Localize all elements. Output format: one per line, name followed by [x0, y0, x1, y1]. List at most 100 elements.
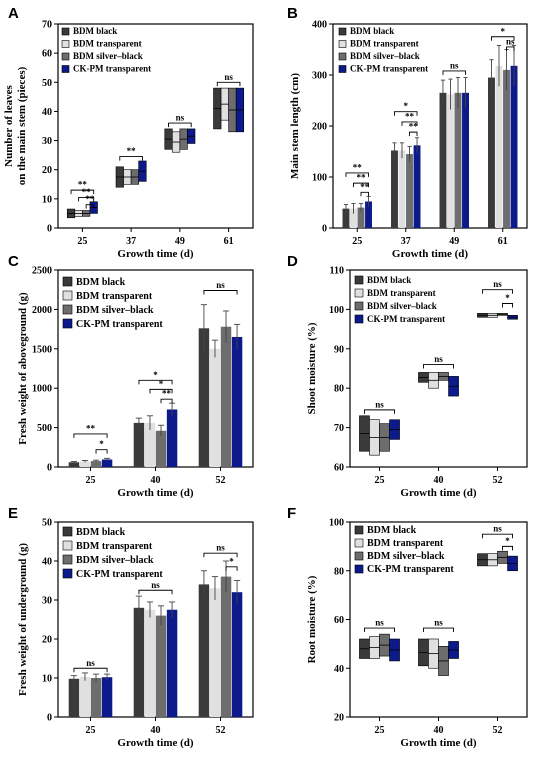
significance-label: ns — [375, 399, 384, 409]
y-axis-title: Number of leaves — [3, 84, 15, 166]
y-tick-label: 80 — [334, 566, 344, 577]
bar — [220, 576, 232, 717]
panel-label: D — [287, 253, 298, 270]
y-tick-label: 100 — [329, 518, 344, 529]
bar — [133, 422, 145, 467]
panel-label: A — [8, 5, 19, 22]
y-tick-label: 90 — [334, 344, 344, 355]
significance-bracket — [203, 290, 238, 295]
legend-label: CK-PM transparent — [73, 64, 151, 74]
legend: BDM black BDM transparent BDM silver–black… — [62, 276, 163, 330]
bar — [101, 677, 113, 717]
y-axis-title: Shoot moisture (%) — [306, 322, 318, 414]
significance-bracket — [216, 81, 241, 87]
significance-label: * — [501, 26, 506, 36]
bar — [488, 77, 495, 228]
x-tick-label: 25 — [352, 236, 362, 247]
significance-label: ns — [434, 354, 443, 364]
y-tick-label: 2000 — [32, 305, 52, 316]
y-tick-label: 0 — [47, 224, 52, 235]
significance-bracket — [502, 303, 513, 308]
legend-swatch — [62, 540, 73, 551]
legend-label: CK-PM transparent — [367, 314, 445, 324]
significance-label: * — [404, 101, 409, 111]
legend-label: BDM black — [73, 26, 117, 36]
y-tick-label: 30 — [42, 596, 52, 607]
bar — [406, 154, 413, 228]
x-tick-label: 40 — [434, 725, 444, 736]
significance-label: * — [99, 439, 104, 449]
y-tick-label: 30 — [42, 136, 52, 147]
panel-b: B 0 100 200 300 400 25 37 49 61 Growth time (d) Mai… — [287, 5, 528, 260]
x-tick-label: 52 — [493, 475, 503, 486]
significance-bracket — [423, 627, 454, 633]
legend-swatch — [62, 526, 73, 537]
legend: BDM black BDM transparent BDM silver–black… — [354, 525, 454, 575]
y-tick-label: 20 — [42, 635, 52, 646]
significance-bracket — [502, 545, 513, 551]
significance-bracket — [95, 449, 108, 454]
bar — [101, 459, 113, 467]
legend-swatch — [354, 301, 364, 311]
significance-label: ns — [506, 36, 515, 46]
y-tick-label: 10 — [42, 194, 52, 205]
bar — [413, 145, 421, 228]
bar — [144, 422, 156, 467]
significance-label: ** — [85, 194, 95, 204]
significance-label: ** — [78, 180, 88, 190]
significance-label: ns — [151, 580, 160, 590]
legend-label: CK-PM transparent — [350, 64, 428, 74]
y-tick-label: 2500 — [32, 266, 52, 277]
significance-bracket — [138, 379, 173, 385]
bar — [90, 678, 102, 717]
significance-bracket — [401, 121, 418, 126]
y-tick-label: 60 — [42, 49, 52, 60]
bar — [342, 208, 350, 228]
legend-swatch — [354, 525, 364, 535]
bar — [144, 609, 156, 717]
bar — [510, 65, 518, 228]
y-tick-label: 100 — [329, 305, 344, 316]
legend-label: BDM silver–black — [76, 555, 154, 566]
x-tick-label: 61 — [224, 236, 234, 247]
legend-swatch — [338, 40, 347, 48]
significance-label: ** — [162, 389, 172, 399]
y-axis-title: Fresh weight of underground (g) — [17, 543, 29, 696]
legend-swatch — [61, 27, 70, 36]
x-axis-title: Growth time (d) — [400, 737, 477, 749]
x-axis-title: Growth time (d) — [117, 248, 194, 260]
y-tick-label: 110 — [330, 266, 344, 277]
x-axis-title: Growth time (d) — [117, 487, 194, 499]
significance-label: ** — [353, 162, 363, 172]
significance-bracket — [85, 204, 95, 209]
bar — [365, 201, 372, 228]
legend-label: BDM transparent — [76, 541, 153, 552]
legend-label: BDM black — [76, 277, 126, 288]
significance-label: ns — [176, 113, 185, 123]
significance-label: ns — [86, 658, 95, 668]
legend-label: CK-PM transparent — [76, 319, 163, 330]
significance-bracket — [78, 196, 95, 202]
bar — [503, 69, 510, 229]
y-axis-title: on the main stem (pieces) — [16, 66, 28, 185]
significance-bracket — [119, 156, 143, 161]
legend-swatch — [62, 290, 73, 301]
panel-c: C 0 500 1000 1500 2000 2500 25 40 52 Growth time (… — [8, 253, 254, 499]
plot-frame — [57, 23, 254, 229]
significance-bracket — [409, 131, 418, 137]
legend-label: BDM silver–black — [367, 551, 445, 562]
x-axis-title: Growth time (d) — [392, 248, 469, 260]
bar — [198, 584, 210, 717]
bar — [350, 208, 357, 228]
y-axis-title: Fresh weight of aboveground (g) — [17, 292, 29, 445]
x-tick-label: 52 — [493, 725, 503, 736]
significance-label: ** — [86, 423, 96, 433]
significance-bracket — [442, 70, 466, 75]
y-tick-label: 20 — [42, 165, 52, 176]
significance-bracket — [160, 398, 173, 404]
legend: BDM black BDM transparent BDM silver–black… — [354, 275, 445, 324]
bar — [398, 150, 406, 228]
legend-swatch — [354, 564, 364, 574]
legend-label: BDM transparent — [367, 288, 436, 298]
